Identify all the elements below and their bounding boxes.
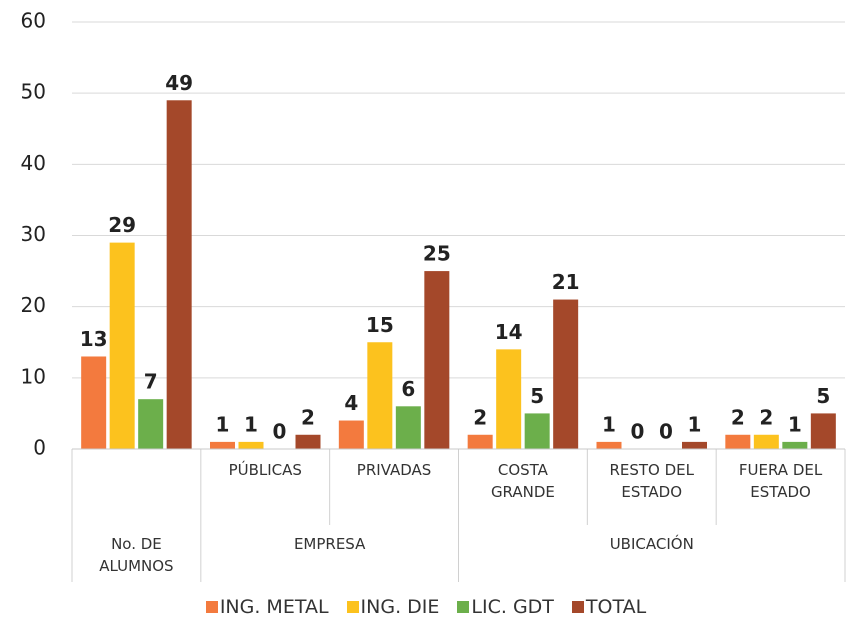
data-label: 1: [244, 412, 258, 436]
bar: [467, 434, 493, 449]
y-tick-label: 50: [21, 80, 46, 104]
data-label: 1: [688, 412, 702, 436]
data-label: 0: [273, 420, 287, 444]
bar: [524, 413, 550, 449]
legend-swatch: [457, 601, 470, 613]
bar: [81, 356, 107, 449]
bar: [782, 441, 808, 449]
data-label: 0: [659, 420, 673, 444]
bar: [166, 100, 192, 450]
data-label: 29: [108, 213, 136, 237]
bar: [238, 441, 264, 449]
bar: [367, 342, 393, 449]
data-label: 4: [344, 391, 358, 415]
data-label: 2: [473, 405, 487, 429]
bar: [424, 271, 450, 449]
legend-item: TOTAL: [571, 596, 647, 618]
x-tick-label: PÚBLICAS: [228, 461, 302, 479]
bar: [138, 399, 164, 449]
bar: [496, 349, 522, 449]
x-tick-label: PRIVADAS: [356, 461, 432, 479]
bar: [295, 434, 321, 449]
y-tick-label: 20: [21, 293, 46, 317]
bar: [338, 420, 364, 449]
data-label: 2: [731, 405, 745, 429]
data-label: 13: [80, 327, 108, 351]
x-tick-label: COSTA GRANDE: [490, 461, 555, 501]
y-tick-label: 30: [21, 222, 46, 246]
data-label: 1: [216, 412, 230, 436]
legend: ING. METAL ING. DIE LIC. GDT TOTAL: [0, 596, 852, 618]
legend-item: ING. DIE: [346, 596, 440, 618]
data-label: 0: [631, 420, 645, 444]
y-tick-label: 0: [33, 436, 46, 460]
data-label: 14: [495, 320, 523, 344]
legend-label: LIC. GDT: [471, 596, 554, 618]
data-label: 1: [788, 412, 802, 436]
group-label: No. DE ALUMNOS: [99, 535, 174, 575]
legend-label: ING. METAL: [219, 596, 329, 618]
bar: [810, 413, 836, 449]
bar: [725, 434, 751, 449]
bar: [210, 441, 235, 449]
y-tick-label: 40: [21, 151, 46, 175]
bar: [553, 299, 579, 449]
legend-item: LIC. GDT: [457, 596, 554, 618]
bar: [596, 441, 622, 449]
bar: [682, 441, 707, 449]
data-label: 1: [602, 412, 616, 436]
legend-label: TOTAL: [585, 596, 647, 618]
data-label: 25: [423, 242, 451, 266]
group-label: EMPRESA: [293, 535, 366, 553]
data-label: 21: [552, 270, 580, 294]
bar: [395, 406, 421, 449]
data-label: 2: [301, 405, 315, 429]
legend-swatch: [205, 601, 218, 613]
legend-item: ING. METAL: [205, 596, 329, 618]
y-tick-label: 60: [21, 9, 46, 33]
data-label: 15: [366, 313, 394, 337]
bar: [109, 242, 135, 449]
y-tick-label: 10: [21, 364, 46, 388]
data-label: 5: [530, 384, 544, 408]
x-tick-label: RESTO DEL ESTADO: [609, 461, 695, 501]
legend-swatch: [571, 601, 584, 613]
legend-swatch: [346, 601, 359, 613]
data-label: 5: [816, 384, 830, 408]
x-tick-label: FUERA DEL ESTADO: [738, 461, 823, 501]
data-label: 6: [401, 377, 415, 401]
data-label: 2: [759, 405, 773, 429]
legend-label: ING. DIE: [360, 596, 440, 618]
group-label: UBICACIÓN: [609, 535, 694, 553]
data-label: 7: [144, 370, 158, 394]
data-label: 49: [165, 71, 193, 95]
bar: [753, 434, 779, 449]
